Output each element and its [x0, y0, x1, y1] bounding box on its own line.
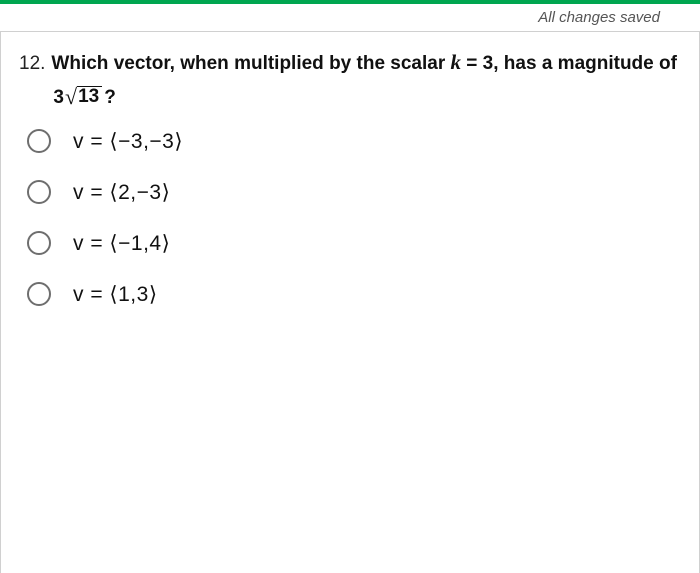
option-a-text: v = ⟨−3,−3⟩ — [73, 129, 183, 154]
scalar-equals: = 3 — [461, 53, 493, 74]
question-prefix: Which vector, when multiplied by the sca… — [51, 53, 450, 74]
option-b[interactable]: v = ⟨2,−3⟩ — [27, 180, 681, 205]
radical-sign: √ — [65, 80, 77, 114]
save-status-text: All changes saved — [538, 9, 660, 26]
option-c-text: v = ⟨−1,4⟩ — [73, 231, 170, 256]
option-d-text: v = ⟨1,3⟩ — [73, 282, 158, 307]
magnitude-radical: 3√13 — [53, 79, 102, 113]
scalar-variable: k — [451, 50, 462, 74]
question-suffix: ? — [104, 87, 116, 108]
radicand: 13 — [77, 86, 102, 106]
option-d[interactable]: v = ⟨1,3⟩ — [27, 282, 681, 307]
question-text: Which vector, when multiplied by the sca… — [51, 46, 681, 113]
radio-icon — [27, 180, 51, 204]
radical-coef: 3 — [53, 83, 64, 112]
radio-icon — [27, 231, 51, 255]
question-panel: 12. Which vector, when multiplied by the… — [0, 32, 700, 573]
option-c[interactable]: v = ⟨−1,4⟩ — [27, 231, 681, 256]
question-row: 12. Which vector, when multiplied by the… — [19, 46, 681, 113]
question-number: 12. — [19, 53, 45, 75]
question-mid: , has a magnitude of — [493, 53, 677, 74]
save-status-bar: All changes saved — [0, 4, 700, 32]
options-list: v = ⟨−3,−3⟩ v = ⟨2,−3⟩ v = ⟨−1,4⟩ v = ⟨1… — [27, 129, 681, 307]
option-a[interactable]: v = ⟨−3,−3⟩ — [27, 129, 681, 154]
radio-icon — [27, 129, 51, 153]
option-b-text: v = ⟨2,−3⟩ — [73, 180, 170, 205]
radio-icon — [27, 282, 51, 306]
